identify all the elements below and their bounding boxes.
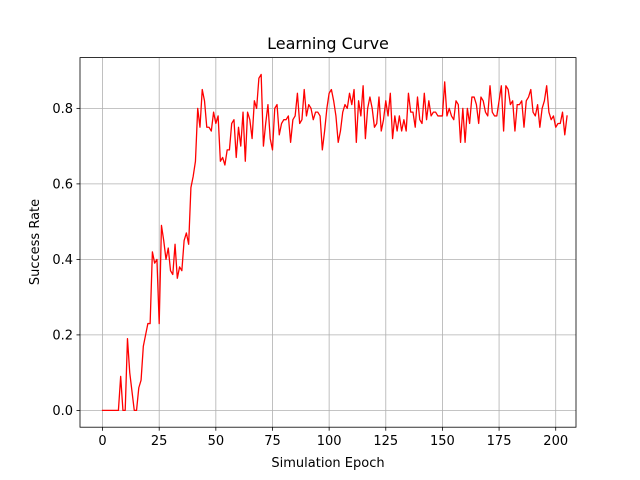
- y-tick-label: 0.0: [52, 404, 73, 419]
- series-layer: [101, 73, 568, 412]
- y-tick-label: 0.8: [52, 102, 73, 117]
- x-tick-label: 75: [264, 434, 281, 449]
- x-tick-label: 100: [317, 434, 342, 449]
- y-tick-label: 0.4: [52, 253, 73, 268]
- y-tick-label: 0.6: [52, 177, 73, 192]
- x-tick-label: 0: [98, 434, 106, 449]
- grid: [80, 57, 576, 428]
- chart-title: Learning Curve: [267, 34, 389, 53]
- plot-frame: [79, 57, 577, 428]
- x-tick-label: 50: [208, 434, 225, 449]
- x-tick-label: 150: [430, 434, 455, 449]
- x-tick-label: 175: [487, 434, 512, 449]
- y-tick-label: 0.2: [52, 328, 73, 343]
- x-tick-label: 125: [373, 434, 398, 449]
- series-line: [101, 73, 568, 412]
- y-axis-label: Success Rate: [28, 199, 43, 285]
- ticks: 0 25 50 75 100 125 150 175 200 0.0 0.2 0.4 0.6 0.8: [52, 102, 568, 449]
- x-axis-label: Simulation Epoch: [271, 456, 384, 471]
- x-tick-label: 200: [543, 434, 568, 449]
- x-tick-label: 25: [151, 434, 168, 449]
